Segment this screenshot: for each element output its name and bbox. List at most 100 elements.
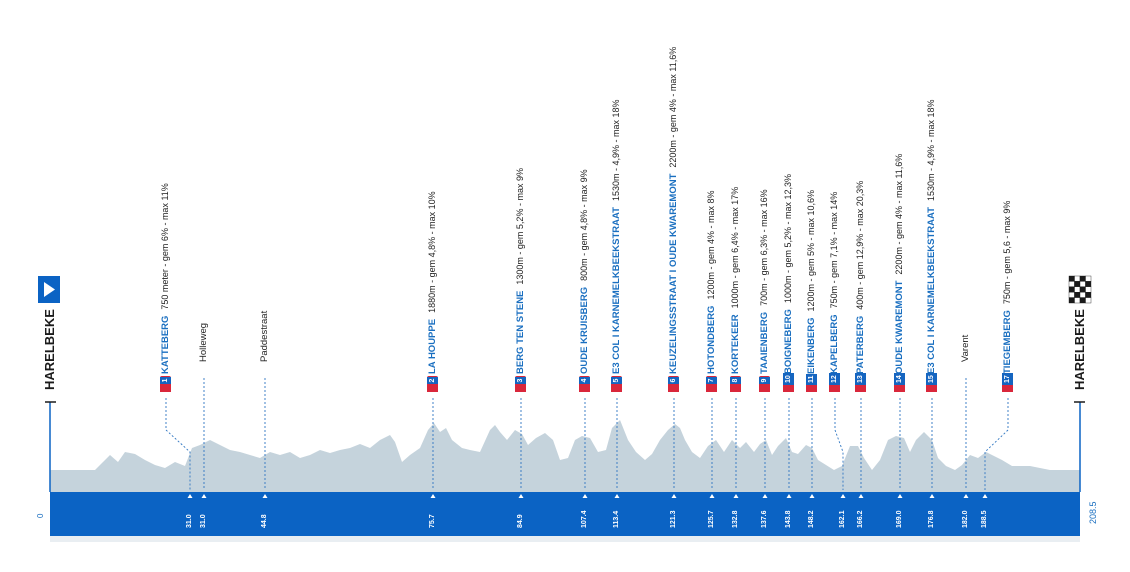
climb-number: 7 bbox=[706, 376, 717, 385]
marker-km: 84.9 bbox=[517, 514, 524, 528]
climb-number-badge: 9 bbox=[759, 376, 770, 392]
climb-label: 14OUDE KWAREMONT 2200m - gem 4% - max 11,… bbox=[894, 154, 905, 392]
climb-name: PATERBERG bbox=[855, 315, 866, 374]
climb-name: KEUZELINGSSTRAAT I OUDE KWAREMONT bbox=[668, 173, 679, 374]
climb-label: 9 TAAIENBERG 700m - gem 6,3% - max 16% bbox=[759, 189, 770, 392]
marker-arrow-icon bbox=[858, 494, 864, 498]
climb-name: E3 COL I KARNEMELKBEEKSTRAAT bbox=[611, 207, 622, 374]
marker-arrow-icon bbox=[671, 494, 677, 498]
marker-km: 137.6 bbox=[761, 510, 768, 528]
climb-label: 7 HOTONDBERG 1200m - gem 4% - max 8% bbox=[706, 191, 717, 392]
climb-name: LA HOUPPE bbox=[427, 318, 438, 374]
climb-name: HOTONDBERG bbox=[706, 305, 717, 374]
climb-number: 8 bbox=[730, 376, 741, 385]
bar-shadow bbox=[50, 536, 1080, 542]
place-name: Paddestraat bbox=[259, 310, 270, 362]
climb-name: TAAIENBERG bbox=[759, 311, 770, 374]
distance-end: 208.5 bbox=[1088, 501, 1098, 524]
climb-number: 14 bbox=[894, 373, 905, 385]
marker-arrow-icon bbox=[582, 494, 588, 498]
climb-label: 12KAPELBERG 750m - gem 7,1% - max 14% bbox=[829, 192, 840, 392]
marker-arrow-icon bbox=[187, 494, 193, 498]
place-label: Holleweg bbox=[198, 323, 209, 362]
marker-arrow-icon bbox=[786, 494, 792, 498]
marker-arrow-icon bbox=[963, 494, 969, 498]
marker-km: 31.0 bbox=[200, 514, 207, 528]
climb-number-badge: 10 bbox=[783, 373, 794, 392]
climb-name: EIKENBERG bbox=[806, 317, 817, 374]
climb-number: 17 bbox=[1002, 373, 1013, 385]
climb-number: 9 bbox=[759, 376, 770, 385]
climb-number: 13 bbox=[855, 373, 866, 385]
climb-name: OUDE KWAREMONT bbox=[894, 280, 905, 374]
marker-km: 148.2 bbox=[808, 510, 815, 528]
marker-arrow-icon bbox=[201, 494, 207, 498]
marker-arrow-icon bbox=[762, 494, 768, 498]
marker-km: 166.2 bbox=[857, 510, 864, 528]
climb-name: TIEGEMBERG bbox=[1002, 310, 1013, 374]
climb-info: 750m - gem 7,1% - max 14% bbox=[829, 191, 839, 309]
climb-number-badge: 12 bbox=[829, 373, 840, 392]
climb-name: KAPELBERG bbox=[829, 314, 840, 374]
marker-arrow-icon bbox=[982, 494, 988, 498]
climb-label: 5 E3 COL I KARNEMELKBEEKSTRAAT 1530m - 4,9… bbox=[611, 99, 622, 392]
marker-km: 169.0 bbox=[896, 510, 903, 528]
climb-number: 15 bbox=[926, 373, 937, 385]
chequered-flag-icon bbox=[1068, 275, 1092, 304]
climb-label: 11EIKENBERG 1200m - gem 5% - max 10,6% bbox=[806, 190, 817, 392]
climb-info: 1530m - 4,9% - max 18% bbox=[611, 99, 621, 202]
climb-number: 5 bbox=[611, 376, 622, 385]
climb-info: 1880m - gem 4,8% - max 10% bbox=[427, 191, 437, 313]
climb-info: 400m - gem 12,9% - max 20,3% bbox=[855, 180, 865, 310]
marker-arrow-icon bbox=[809, 494, 815, 498]
elevation-profile bbox=[50, 420, 1080, 492]
start-city: HARELBEKE bbox=[42, 309, 57, 390]
climb-number: 1 bbox=[160, 376, 171, 385]
marker-km: 107.4 bbox=[581, 510, 588, 528]
marker-arrow-icon bbox=[897, 494, 903, 498]
marker-km: 132.8 bbox=[732, 510, 739, 528]
climb-number-badge: 4 bbox=[579, 376, 590, 392]
marker-arrow-icon bbox=[262, 494, 268, 498]
climb-info: 1000m - gem 5,2% - max 12,3% bbox=[783, 174, 793, 304]
marker-km: 143.8 bbox=[785, 510, 792, 528]
marker-km: 188.5 bbox=[981, 510, 988, 528]
place-name: Varent bbox=[960, 334, 971, 362]
marker-km: 31.0 bbox=[186, 514, 193, 528]
climb-info: 1530m - 4,9% - max 18% bbox=[926, 99, 936, 202]
climb-info: 1300m - gem 5,2% - max 9% bbox=[515, 168, 525, 285]
climb-number: 10 bbox=[783, 373, 794, 385]
marker-arrow-icon bbox=[614, 494, 620, 498]
climb-info: 2200m - gem 4% - max 11,6% bbox=[668, 46, 678, 168]
climb-number: 4 bbox=[579, 376, 590, 385]
climb-number-badge: 1 bbox=[160, 376, 171, 392]
marker-arrow-icon bbox=[733, 494, 739, 498]
climb-label: 10BOIGNEBERG 1000m - gem 5,2% - max 12,3% bbox=[783, 174, 794, 392]
climb-number-badge: 5 bbox=[611, 376, 622, 392]
climb-info: 800m - gem 4,8% - max 9% bbox=[579, 169, 589, 281]
climb-label: 13PATERBERG 400m - gem 12,9% - max 20,3% bbox=[855, 181, 866, 392]
climb-name: BOIGNEBERG bbox=[783, 309, 794, 374]
climb-number-badge: 17 bbox=[1002, 373, 1013, 392]
climb-label: 4 OUDE KRUISBERG 800m - gem 4,8% - max 9% bbox=[579, 169, 590, 392]
marker-arrow-icon bbox=[430, 494, 436, 498]
climb-label: 1 KATTEBERG 750 meter - gem 6% - max 11% bbox=[160, 183, 171, 392]
climb-number-badge: 8 bbox=[730, 376, 741, 392]
climb-number-badge: 6 bbox=[668, 376, 679, 392]
marker-km: 113.4 bbox=[613, 510, 620, 528]
climb-number-badge: 2 bbox=[427, 376, 438, 392]
marker-arrow-icon bbox=[840, 494, 846, 498]
climb-number-badge: 3 bbox=[515, 376, 526, 392]
marker-km: 44.8 bbox=[261, 514, 268, 528]
climb-name: BERG TEN STENE bbox=[515, 290, 526, 374]
start-play-icon bbox=[38, 276, 60, 303]
climb-number: 6 bbox=[668, 376, 679, 385]
climb-number-badge: 14 bbox=[894, 373, 905, 392]
place-label: Varent bbox=[960, 335, 971, 362]
marker-arrow-icon bbox=[709, 494, 715, 498]
climb-name: KATTEBERG bbox=[160, 315, 171, 374]
climb-number: 2 bbox=[427, 376, 438, 385]
marker-guide-line bbox=[984, 398, 1009, 490]
distance-start: 0 bbox=[36, 513, 45, 518]
